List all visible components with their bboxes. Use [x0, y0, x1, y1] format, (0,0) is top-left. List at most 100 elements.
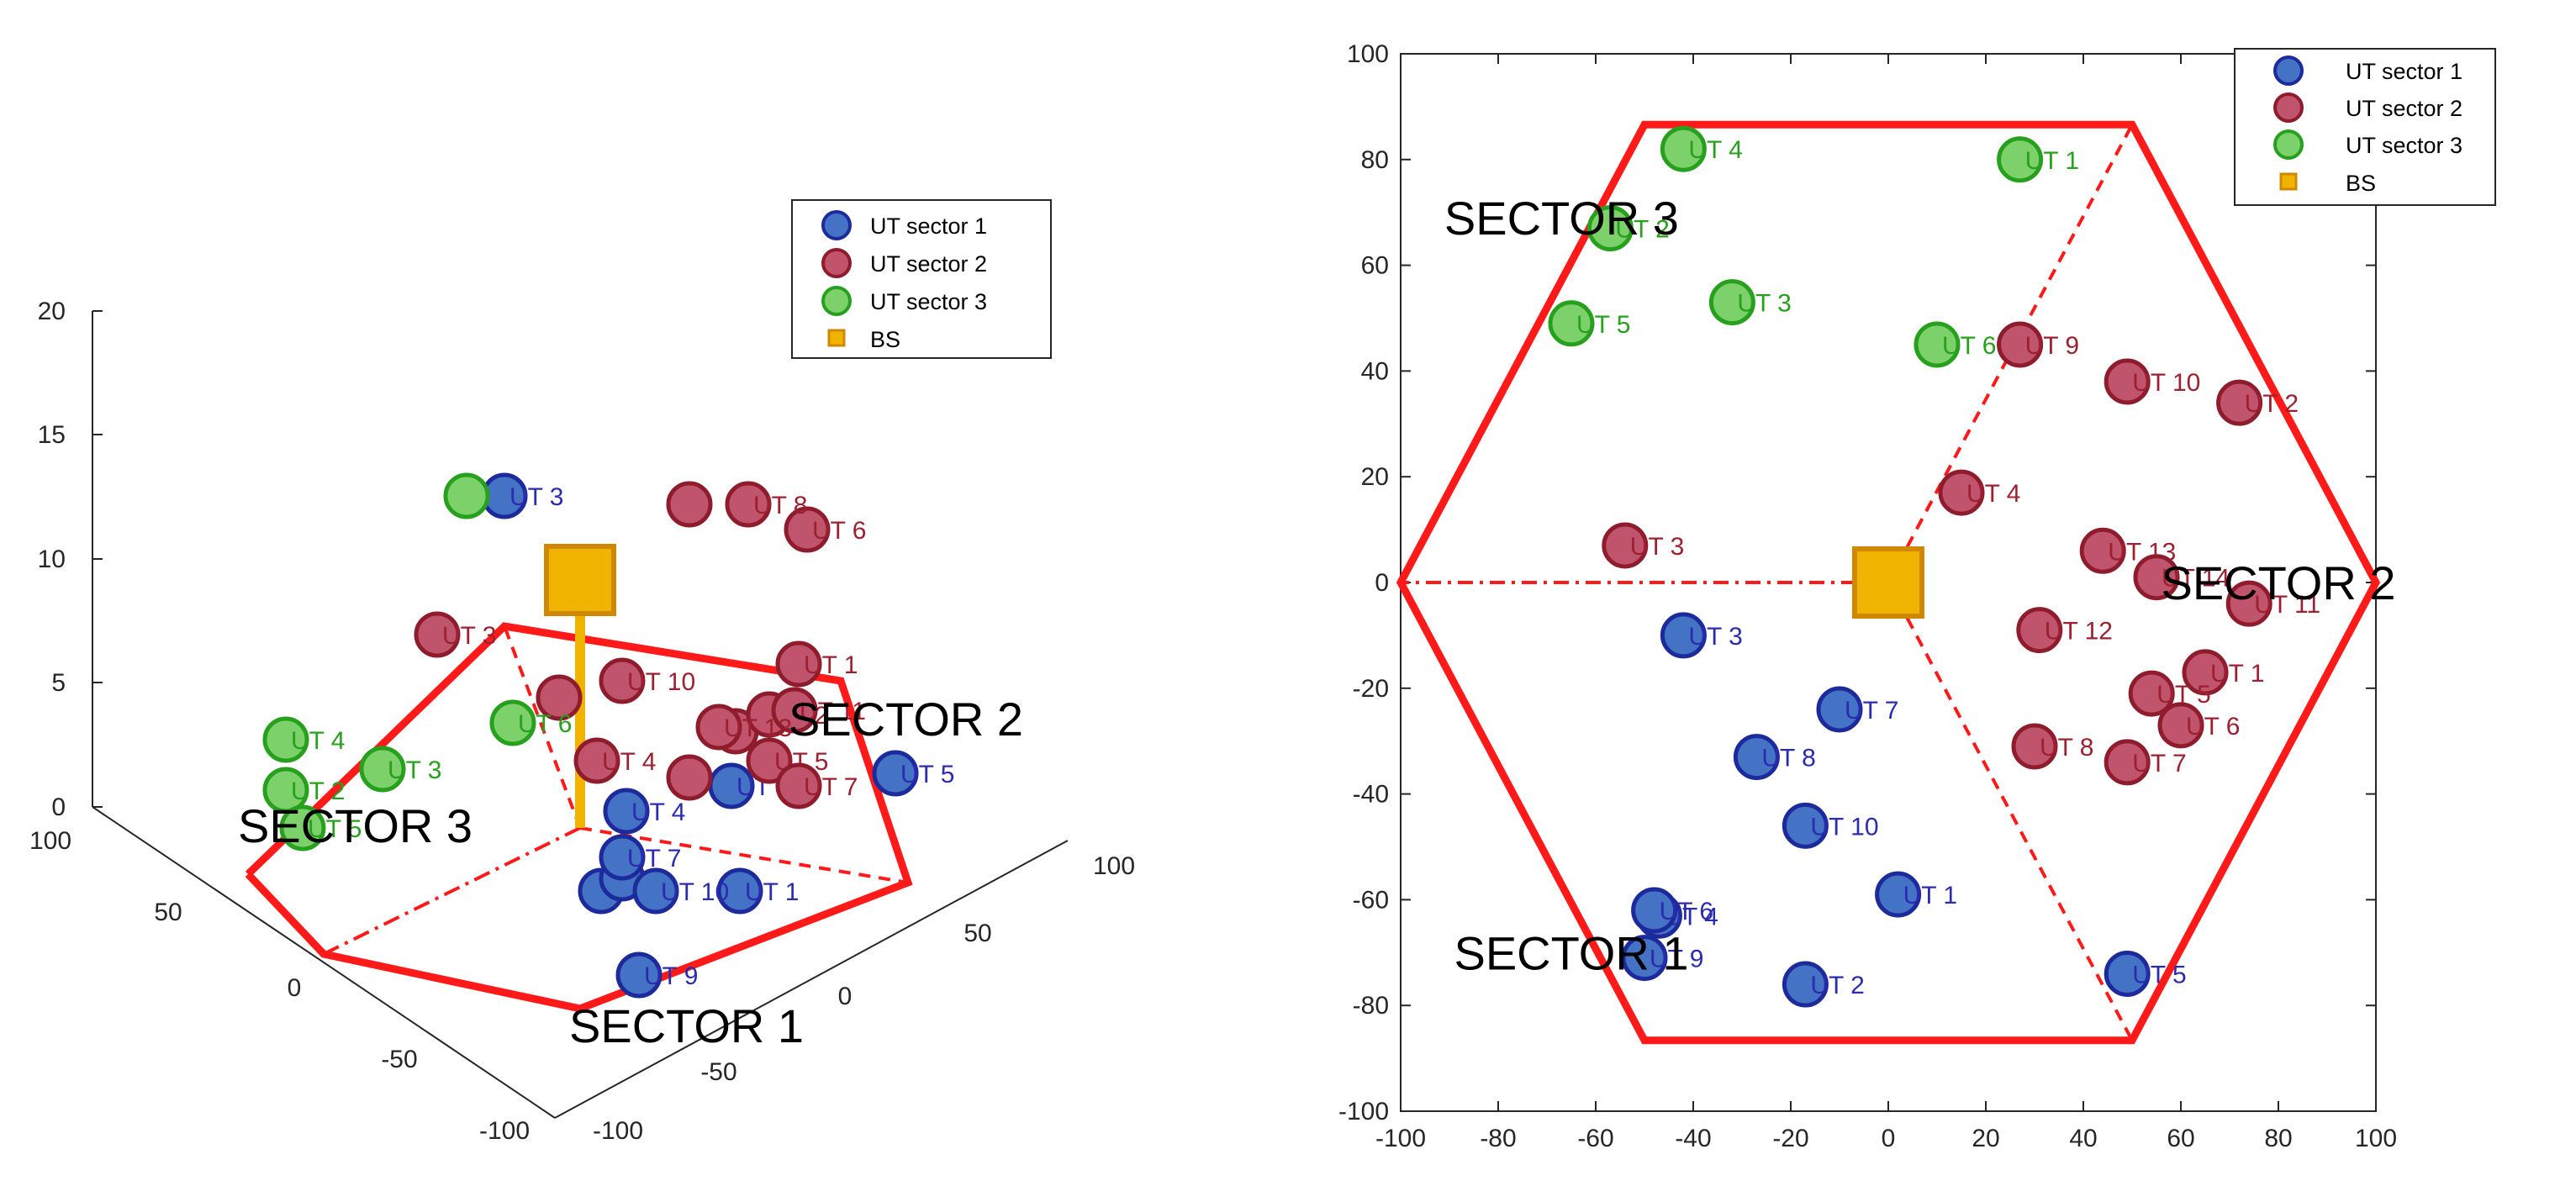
x-front-tick-label: -100 — [479, 1117, 530, 1145]
sector-label-2d: SECTOR 1 — [1454, 926, 1688, 979]
x-tick-label: -20 — [1772, 1125, 1808, 1152]
ut-marker-3d — [632, 867, 679, 915]
legend-3d-marker-sector2 — [821, 248, 852, 278]
x-tick-label: -40 — [1675, 1125, 1711, 1152]
ut-marker-3d — [262, 767, 309, 814]
ut-label-3d: UT 10 — [627, 668, 695, 696]
ut-label-2d: UT 10 — [2132, 369, 2200, 397]
ut-marker-2d — [1782, 961, 1829, 1008]
legend-3d-label-sector3: UT sector 3 — [870, 289, 987, 314]
ut-marker-2d — [2016, 607, 2063, 654]
legend-2d-box — [2234, 48, 2496, 206]
legend-3d-marker-sector1 — [821, 210, 852, 240]
legend-3d-label-bs: BS — [870, 327, 900, 352]
ut-marker-3d — [725, 481, 772, 528]
ut-label-2d: UT 2 — [1810, 972, 1864, 999]
ut-label-3d: UT 8 — [753, 492, 807, 519]
sector-3-label-3d: SECTOR 3 — [238, 799, 472, 852]
legend-2d-marker-sector2 — [2273, 92, 2304, 123]
x-tick-label: 60 — [2167, 1125, 2194, 1152]
ut-label-3d: UT 5 — [308, 815, 362, 843]
ut-marker-2d — [1938, 469, 1985, 516]
ut-label-2d: UT 2 — [2245, 390, 2299, 418]
ut-marker-3d — [872, 750, 919, 797]
ut-marker-3d — [771, 687, 818, 734]
ut-marker-2d — [1602, 522, 1649, 569]
y-tick-label: -20 — [1353, 675, 1389, 703]
ut-marker-2d — [1816, 686, 1863, 733]
ut-label-3d: UT 6 — [812, 517, 866, 545]
sector-label-2d: SECTOR 3 — [1444, 192, 1679, 245]
plot-frame-2d — [1400, 53, 2377, 1112]
ut-label-3d: UT 9 — [644, 962, 698, 990]
ut-marker-2d — [1631, 887, 1678, 934]
x-axis-front — [92, 806, 556, 1119]
x-front-tick-label: -50 — [381, 1046, 417, 1073]
ut-label-3d: UT 4 — [602, 748, 656, 776]
ut-label-2d: UT 1 — [2025, 147, 2079, 175]
ut-marker-3d — [359, 746, 406, 793]
ut-label-2d: UT 4 — [1966, 480, 2020, 508]
ut-marker-2d — [1548, 300, 1595, 347]
ut-marker-2d — [2225, 580, 2272, 627]
ut-marker-2d — [1875, 871, 1922, 918]
ut-label-2d: UT 5 — [1576, 311, 1630, 339]
z-tick-label: 20 — [38, 298, 66, 325]
ut-marker-3d — [279, 804, 326, 851]
ut-marker-2d — [2104, 358, 2151, 405]
ut-label-3d: UT 7 — [804, 773, 858, 801]
ut-label-2d: UT 3 — [1688, 623, 1742, 651]
x-tick-label: -100 — [1375, 1125, 1426, 1152]
ut-label-2d: UT 12 — [2045, 618, 2113, 646]
sector-2-label-3d: SECTOR 2 — [789, 693, 1023, 746]
ut-label-3d: UT 13 — [724, 714, 792, 742]
ut-label-2d: UT 7 — [2132, 750, 2186, 777]
bs-marker-3d — [544, 544, 616, 616]
ut-marker-2d — [1660, 125, 1707, 172]
hexagon-3d — [245, 622, 913, 1013]
ut-marker-3d — [775, 640, 822, 688]
ut-label-2d: UT 11 — [2254, 591, 2320, 619]
ut-label-3d: UT 3 — [509, 483, 563, 511]
ut-marker-2d — [2157, 702, 2204, 749]
ut-label-3d: UT 5 — [900, 761, 954, 788]
ut-marker-3d — [716, 867, 763, 915]
ut-label-3d: UT 4 — [291, 727, 345, 755]
legend-3d-marker-sector3 — [821, 286, 852, 316]
ut-label-3d: UT 3 — [388, 756, 441, 784]
y-tick-label: -60 — [1353, 886, 1389, 914]
ut-marker-2d — [1997, 321, 2044, 368]
ut-marker-3d — [262, 716, 309, 763]
x-tick-label: -80 — [1480, 1125, 1516, 1152]
ut-marker-2d — [2079, 527, 2126, 574]
x-tick-label: 20 — [1972, 1125, 1999, 1152]
sector-divider-3d-a — [323, 826, 581, 956]
ut-marker-3d — [775, 762, 822, 809]
x-back-tick-label: -100 — [593, 1117, 643, 1145]
legend-3d-marker-bs — [827, 329, 846, 347]
legend-2d-marker-bs — [2279, 172, 2298, 191]
sector-1-label-3d: SECTOR 1 — [569, 999, 804, 1052]
x-tick-label: -60 — [1577, 1125, 1613, 1152]
ut-label-2d: UT 13 — [2108, 538, 2176, 566]
ut-marker-3d — [536, 674, 583, 721]
ut-label-2d: UT 9 — [1650, 946, 1703, 973]
ut-marker-3d — [489, 699, 536, 746]
x-axis-back — [554, 840, 1069, 1119]
ut-marker-3d — [414, 611, 461, 658]
x-tick-label: 40 — [2069, 1125, 2097, 1152]
x-front-tick-label: 50 — [154, 899, 182, 926]
legend-2d-marker-sector1 — [2273, 55, 2304, 86]
legend-2d-label-sector1: UT sector 1 — [2346, 59, 2463, 84]
y-tick-label: 40 — [1361, 357, 1389, 385]
y-tick-label: -40 — [1353, 781, 1389, 809]
y-tick-label: -80 — [1353, 992, 1389, 1020]
sector-divider-3d-b — [503, 625, 582, 829]
ut-marker-2d — [1997, 136, 2044, 183]
ut-marker-2d — [1660, 612, 1707, 659]
ut-label-3d: UT 4 — [631, 799, 685, 826]
ut-label-2d: UT 1 — [2210, 660, 2264, 688]
ut-label-2d: UT 4 — [1664, 903, 1718, 930]
z-tick-label: 5 — [51, 669, 66, 697]
ut-label-2d: UT 6 — [1660, 898, 1713, 925]
